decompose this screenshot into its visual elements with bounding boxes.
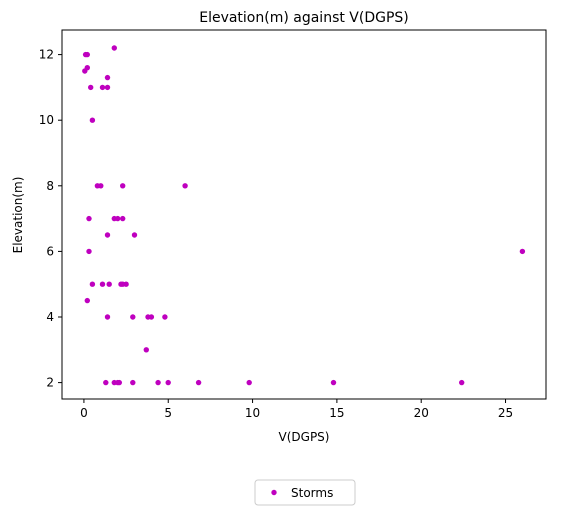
data-point [98, 183, 104, 189]
data-point [104, 74, 111, 81]
data-point [99, 281, 106, 287]
points-layer [82, 45, 526, 386]
y-axis-ticks: 2 4 6 8 10 12 [39, 48, 62, 390]
data-point [86, 248, 92, 255]
data-point [115, 215, 121, 222]
data-point [104, 314, 111, 320]
data-point [86, 215, 92, 222]
data-point [89, 117, 96, 123]
x-tick-label: 0 [80, 406, 88, 420]
data-point [155, 379, 161, 386]
y-tick-label: 6 [46, 244, 54, 258]
y-tick-label: 4 [46, 310, 54, 324]
data-point [130, 379, 136, 386]
legend: Storms [254, 479, 356, 506]
legend-label-storms: Storms [291, 486, 333, 500]
y-tick-label: 2 [46, 376, 54, 390]
data-point [195, 379, 202, 386]
data-point [84, 297, 91, 304]
data-point [103, 379, 109, 386]
y-axis-label: Elevation(m) [11, 177, 25, 254]
data-point [88, 84, 94, 91]
chart-title: Elevation(m) against V(DGPS) [199, 10, 409, 26]
x-tick-label: 20 [414, 406, 429, 420]
data-point [143, 347, 149, 353]
data-point [148, 314, 155, 320]
legend-marker-storms [271, 489, 277, 496]
data-point [111, 45, 118, 51]
data-point [519, 248, 526, 255]
data-point [106, 281, 112, 287]
data-point [131, 232, 138, 238]
data-point [182, 183, 188, 189]
data-point [104, 84, 111, 91]
data-point [99, 84, 106, 91]
x-axis-label: V(DGPS) [279, 430, 330, 444]
data-point [84, 51, 91, 58]
x-tick-label: 15 [329, 406, 344, 420]
data-point [246, 379, 252, 386]
x-axis-ticks: 0 5 10 15 20 25 [80, 399, 513, 420]
y-tick-label: 10 [39, 113, 54, 127]
data-point [104, 232, 111, 238]
data-point [162, 314, 168, 320]
plot-area-frame [61, 29, 547, 400]
x-tick-label: 10 [245, 406, 260, 420]
y-tick-label: 12 [39, 48, 54, 62]
data-point [120, 215, 126, 222]
data-point [84, 65, 91, 71]
data-point [330, 379, 337, 386]
data-point [116, 379, 123, 386]
data-point [123, 281, 129, 287]
data-point [459, 379, 465, 386]
data-point [165, 379, 171, 386]
data-point [120, 183, 126, 189]
legend-frame [254, 479, 356, 506]
x-tick-label: 25 [498, 406, 513, 420]
data-point [89, 281, 96, 287]
y-tick-label: 8 [46, 179, 54, 193]
data-point [130, 314, 136, 320]
x-tick-label: 5 [164, 406, 172, 420]
